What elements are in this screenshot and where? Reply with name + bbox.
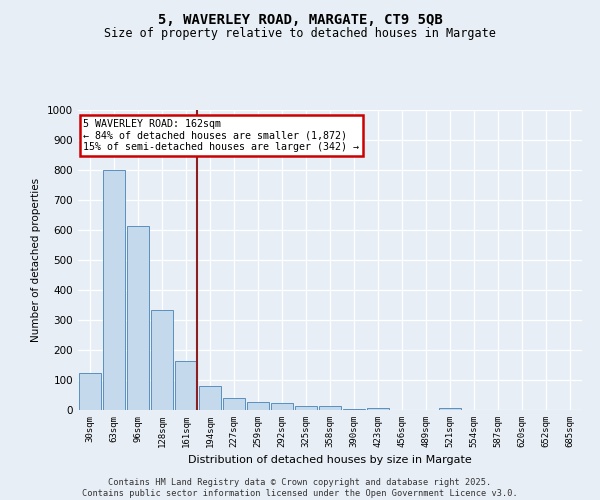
Bar: [199, 386, 221, 410]
Bar: [319, 406, 341, 410]
Bar: [343, 408, 365, 410]
Bar: [79, 374, 101, 410]
Text: 5, WAVERLEY ROAD, MARGATE, CT9 5QB: 5, WAVERLEY ROAD, MARGATE, CT9 5QB: [158, 12, 442, 26]
Bar: [127, 226, 149, 410]
Bar: [247, 402, 269, 410]
Bar: [151, 310, 173, 410]
Y-axis label: Number of detached properties: Number of detached properties: [31, 178, 41, 342]
Bar: [223, 398, 245, 410]
Bar: [295, 406, 317, 410]
Bar: [175, 360, 197, 410]
Bar: [103, 170, 125, 410]
Bar: [271, 402, 293, 410]
Bar: [439, 408, 461, 410]
Text: 5 WAVERLEY ROAD: 162sqm
← 84% of detached houses are smaller (1,872)
15% of semi: 5 WAVERLEY ROAD: 162sqm ← 84% of detache…: [83, 119, 359, 152]
Bar: [367, 408, 389, 410]
X-axis label: Distribution of detached houses by size in Margate: Distribution of detached houses by size …: [188, 456, 472, 466]
Text: Size of property relative to detached houses in Margate: Size of property relative to detached ho…: [104, 28, 496, 40]
Text: Contains HM Land Registry data © Crown copyright and database right 2025.
Contai: Contains HM Land Registry data © Crown c…: [82, 478, 518, 498]
